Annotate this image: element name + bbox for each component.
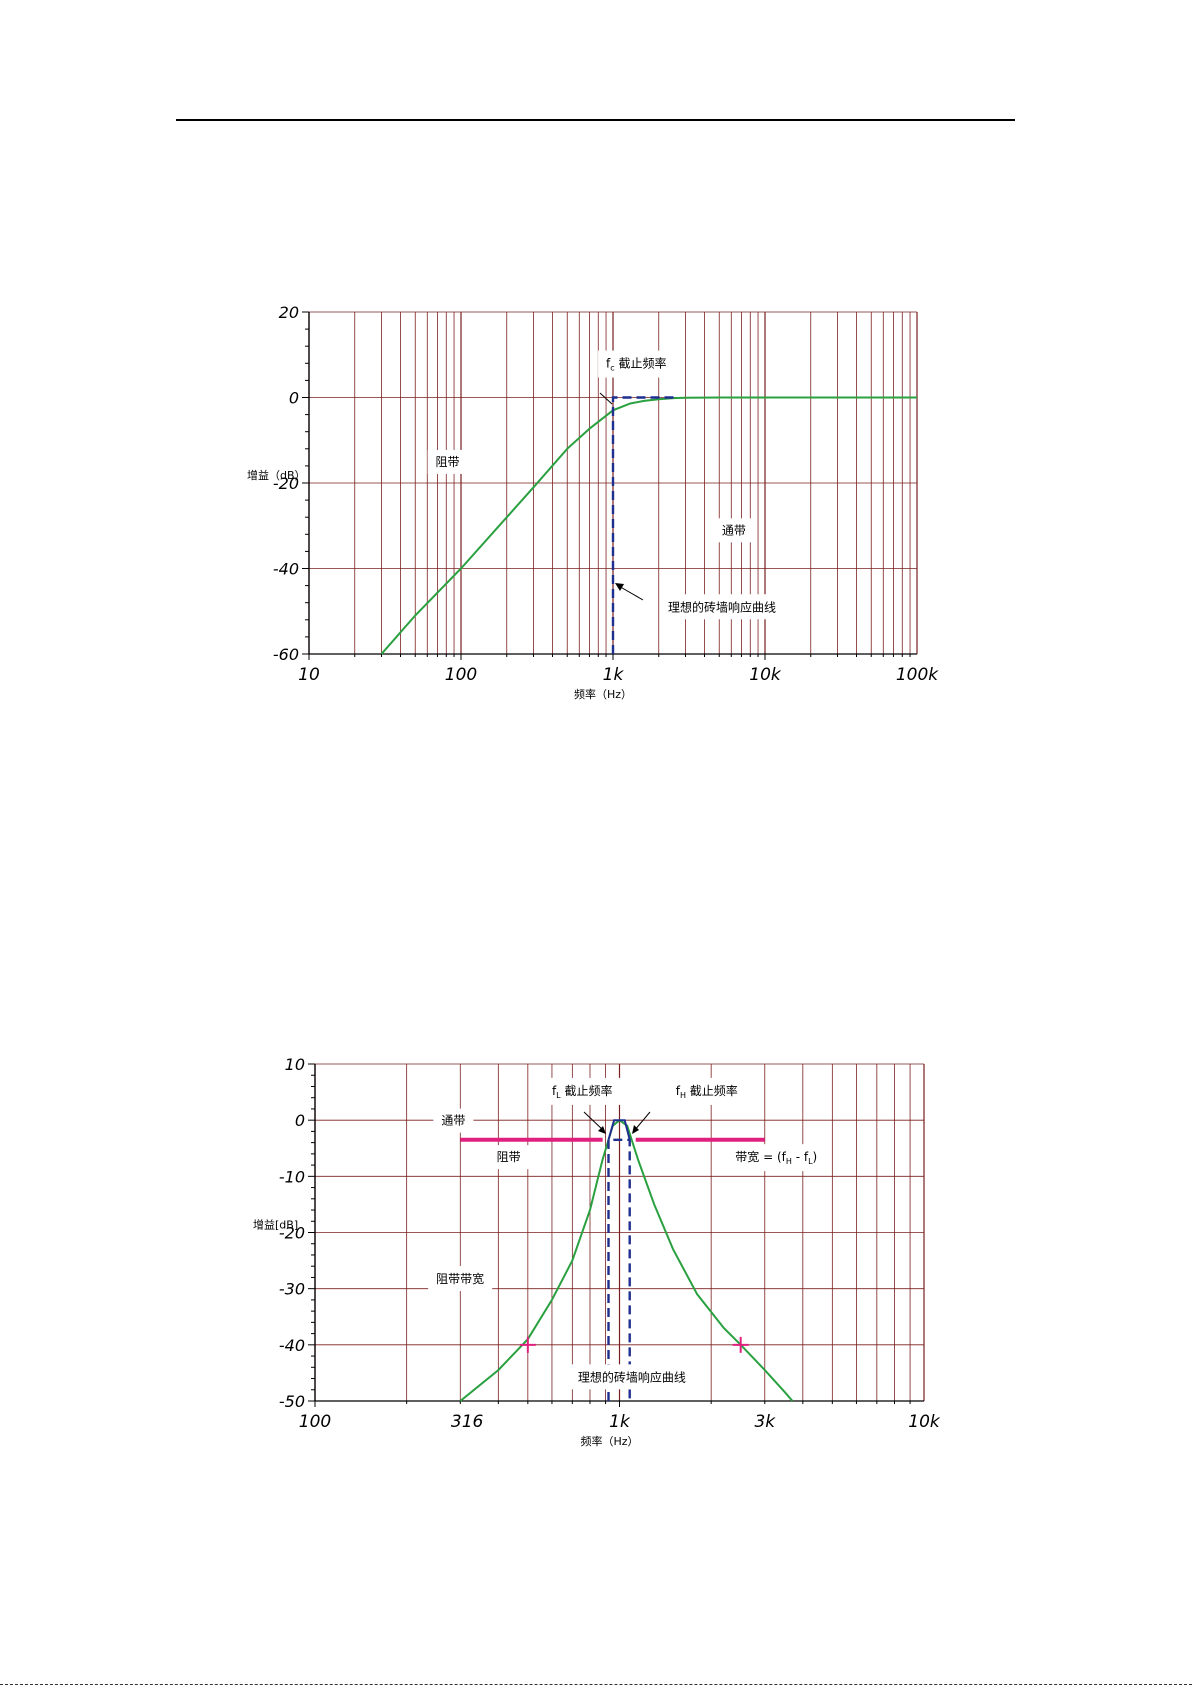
annotation-label: fc 截止频率: [606, 356, 666, 373]
x-tick-label: 3k: [754, 1412, 776, 1432]
arrow-head: [598, 1126, 606, 1134]
annotation-label: 带宽 = (fH - fL): [735, 1149, 817, 1166]
annotation: fH 截止频率: [667, 1077, 746, 1105]
annotation-label: fH 截止频率: [676, 1083, 738, 1100]
y-tick-label: -20: [279, 1224, 305, 1243]
annotation-bg: [488, 1145, 529, 1170]
x-tick-label: 1k: [609, 1412, 631, 1432]
x-tick-label: 10k: [908, 1412, 941, 1432]
y-axis-title: 增益[dB]: [253, 1218, 298, 1232]
arrow-line: [583, 1111, 605, 1132]
annotation-sub: L: [556, 1091, 561, 1100]
annotation-label: 通带: [441, 1114, 465, 1128]
annotation: 理想的砖墙响应曲线: [569, 1364, 694, 1390]
x-tick-label: 100: [299, 1412, 331, 1432]
series-line: [607, 1119, 631, 1141]
annotation-bg: [598, 350, 675, 378]
annotation-sub: c: [610, 364, 614, 373]
y-tick-label: 0: [295, 1111, 305, 1130]
annotation-label: 阻带: [497, 1150, 521, 1164]
annotation-text: 截止频率: [561, 1083, 613, 1098]
x-axis-title: 频率（Hz）: [580, 1434, 638, 1448]
annotation: 阻带: [488, 1145, 529, 1170]
arrow-head: [615, 583, 624, 591]
x-axis-title: 频率（Hz）: [574, 687, 632, 701]
x-tick-label: 1k: [603, 665, 625, 685]
arrow-head: [632, 1125, 639, 1134]
annotation: fL 截止频率: [543, 1077, 621, 1105]
y-tick-label: 10: [285, 1055, 305, 1074]
annotation-bg: [667, 1077, 746, 1105]
annotation-text: 截止频率: [615, 356, 667, 371]
annotation-text: 阻带: [497, 1150, 521, 1164]
annotation-label: 理想的砖墙响应曲线: [578, 1369, 686, 1384]
annotation-bg: [543, 1077, 621, 1105]
x-tick-label: 316: [451, 1412, 484, 1432]
annotation-label: 通带: [722, 523, 746, 537]
annotation: 通带: [433, 1108, 474, 1133]
annotation-label: 阻带: [436, 455, 460, 469]
annotation-label: fL 截止频率: [552, 1083, 613, 1100]
x-tick-label: 100k: [896, 665, 939, 685]
annotation-text: 理想的砖墙响应曲线: [578, 1369, 686, 1384]
annotation-sub: H: [786, 1157, 792, 1166]
annotation-bg: [727, 1144, 826, 1172]
series-line: [611, 396, 674, 654]
annotation-label: 阻带带宽: [436, 1271, 484, 1286]
annotation-italic: f: [606, 357, 611, 371]
x-tick-label: 10: [298, 665, 320, 685]
y-tick-label: -40: [273, 560, 299, 579]
annotation-text: - f: [792, 1150, 809, 1164]
y-axis-title: 增益（dB）: [247, 468, 306, 482]
annotation: fc 截止频率: [598, 350, 675, 378]
annotation-text: ): [813, 1150, 818, 1164]
annotation: 理想的砖墙响应曲线: [659, 594, 784, 620]
y-tick-label: 0: [289, 389, 299, 408]
annotation-bg: [713, 518, 754, 543]
annotation-text: 阻带带宽: [436, 1271, 484, 1286]
annotation-text: 通带: [722, 523, 746, 537]
annotation-bg: [659, 594, 784, 620]
annotation-label: 理想的砖墙响应曲线: [668, 599, 776, 614]
annotation-sub: L: [808, 1157, 813, 1166]
y-tick-label: -40: [279, 1336, 305, 1355]
y-tick-label: -10: [279, 1167, 305, 1186]
annotation-text: 理想的砖墙响应曲线: [668, 599, 776, 614]
annotation-text: 带宽 = (f: [735, 1149, 786, 1164]
annotation-italic: f: [676, 1084, 681, 1098]
x-tick-label: 10k: [749, 665, 782, 685]
annotation-bg: [427, 449, 468, 474]
annotation-bg: [433, 1108, 474, 1133]
annotation-bg: [569, 1364, 694, 1390]
x-tick-label: 100: [445, 665, 477, 685]
annotation: 阻带带宽: [428, 1266, 493, 1292]
footer-dash-line: [0, 1684, 1192, 1685]
annotation-bg: [428, 1266, 493, 1292]
annotation: 带宽 = (fH - fL): [727, 1144, 826, 1172]
annotation-text: 截止频率: [686, 1083, 738, 1098]
arrow-line: [599, 392, 613, 405]
header-rule: [176, 119, 1015, 121]
annotation: 阻带: [427, 449, 468, 474]
annotation: 通带: [713, 518, 754, 543]
y-tick-label: -20: [273, 474, 299, 493]
annotation-italic: f: [552, 1084, 557, 1098]
y-tick-label: -30: [279, 1280, 305, 1299]
y-tick-label: 20: [279, 303, 299, 322]
y-tick-label: -60: [273, 645, 299, 664]
series-line: [607, 1138, 631, 1401]
series-line: [380, 396, 917, 655]
annotation-text: 通带: [441, 1114, 465, 1128]
annotation-text: 阻带: [436, 455, 460, 469]
annotation-sub: H: [680, 1091, 686, 1100]
y-tick-label: -50: [279, 1392, 305, 1411]
